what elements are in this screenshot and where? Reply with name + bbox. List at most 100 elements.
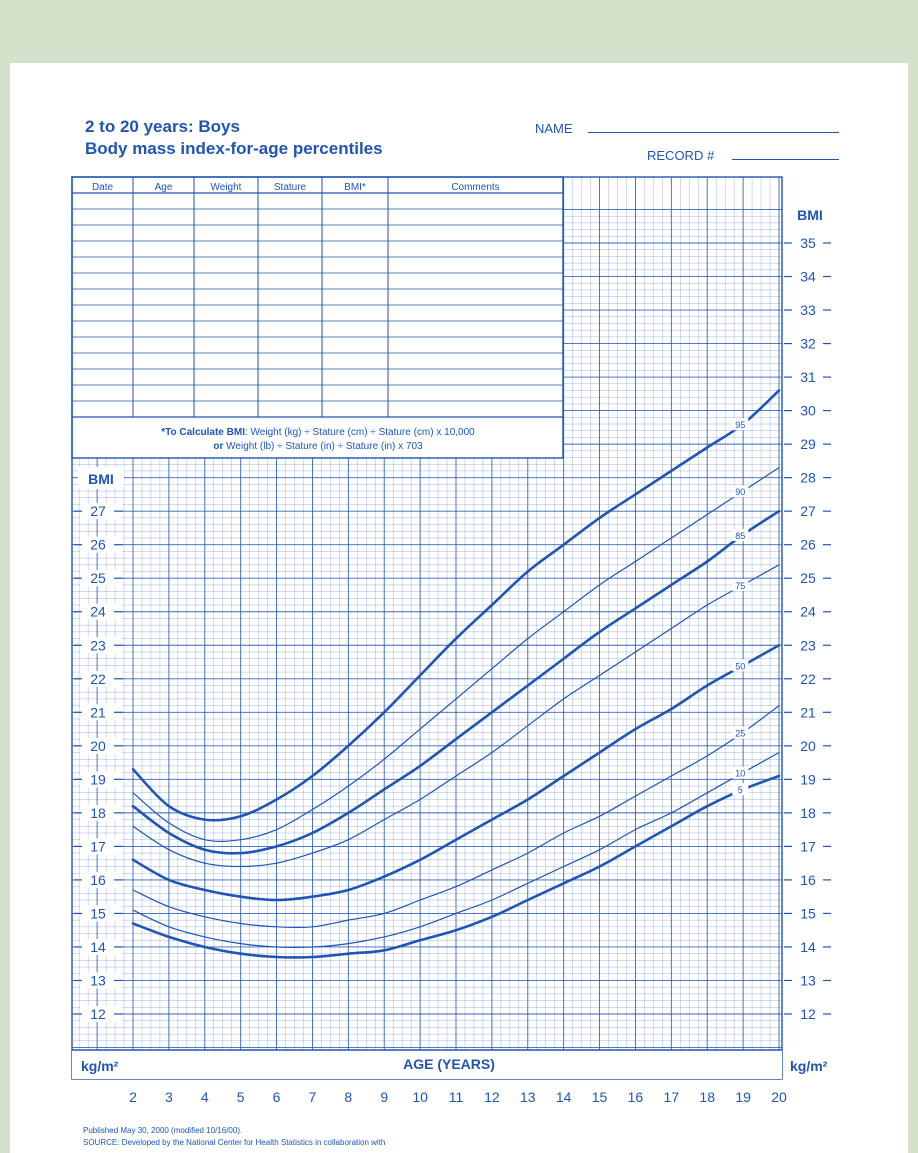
- footer-source: SOURCE: Developed by the National Center…: [83, 1138, 386, 1147]
- record-field-line[interactable]: [732, 159, 839, 160]
- table-col-header: BMI*: [344, 182, 366, 193]
- percentile-label-25: 25: [735, 729, 745, 739]
- percentile-curve-90: [132, 467, 780, 842]
- y-tick-label-left: 18: [90, 805, 106, 821]
- percentile-label-85: 85: [735, 531, 745, 541]
- record-label: RECORD #: [647, 148, 715, 163]
- y-tick-label-right: 22: [800, 671, 816, 687]
- chart-title: 2 to 20 years: Boys: [85, 117, 240, 136]
- y-tick-label-right: 16: [800, 872, 816, 888]
- x-tick-label: 2: [129, 1089, 137, 1105]
- y-tick-label-right: 25: [800, 570, 816, 586]
- y-tick-label-right: 12: [800, 1006, 816, 1022]
- x-tick-label: 12: [484, 1089, 500, 1105]
- x-tick-label: 10: [412, 1089, 428, 1105]
- y-tick-label-right: 35: [800, 235, 816, 251]
- y-tick-label-right: 21: [800, 704, 816, 720]
- x-tick-label: 18: [699, 1089, 715, 1105]
- table-col-header: Comments: [451, 182, 499, 193]
- x-tick-label: 17: [664, 1089, 680, 1105]
- percentile-label-10: 10: [735, 769, 745, 779]
- percentile-curve-10: [132, 751, 780, 948]
- percentile-label-95: 95: [735, 420, 745, 430]
- bmi-formula-line2: or Weight (lb) ÷ Stature (in) ÷ Stature …: [213, 441, 423, 452]
- y-tick-label-right: 15: [800, 905, 816, 921]
- x-tick-label: 11: [449, 1089, 464, 1105]
- percentile-curve-5: [131, 774, 781, 959]
- y-tick-label-right: 32: [800, 336, 816, 352]
- percentile-curve-50: [131, 644, 781, 902]
- y-tick-label-left: 13: [90, 972, 106, 988]
- x-tick-label: 20: [771, 1089, 787, 1105]
- x-tick-label: 13: [520, 1089, 536, 1105]
- y-tick-label-right: 17: [800, 838, 816, 854]
- footer-published: Published May 30, 2000 (modified 10/16/0…: [83, 1126, 243, 1135]
- table-col-header: Date: [92, 182, 114, 193]
- x-tick-label: 5: [237, 1089, 245, 1105]
- percentile-label-50: 50: [735, 661, 745, 671]
- x-axis-title: AGE (YEARS): [403, 1056, 495, 1072]
- y-tick-label-left: 26: [90, 537, 106, 553]
- y-tick-label-left: 19: [90, 771, 106, 787]
- percentile-curve-95: [131, 389, 781, 822]
- y-tick-label-left: 27: [90, 503, 106, 519]
- bmi-formula-line1: *To Calculate BMI: Weight (kg) ÷ Stature…: [161, 427, 475, 438]
- y-tick-label-left: 20: [90, 738, 106, 754]
- x-tick-label: 6: [273, 1089, 281, 1105]
- y-tick-label-right: 29: [800, 436, 816, 452]
- y-tick-label-right: 14: [800, 939, 816, 955]
- y-tick-label-left: 21: [90, 704, 106, 720]
- record-table-header: Date Age Weight Stature BMI* Comments: [92, 182, 500, 193]
- y-tick-label-left: 16: [90, 872, 106, 888]
- table-col-header: Age: [155, 182, 173, 193]
- y-tick-label-left: 15: [90, 905, 106, 921]
- y-tick-label-right: 30: [800, 403, 816, 419]
- y-tick-label-right: 23: [800, 637, 816, 653]
- x-tick-label: 4: [201, 1089, 209, 1105]
- y-tick-label-right: 33: [800, 302, 816, 318]
- left-axis-title: BMI: [78, 467, 124, 489]
- right-axis-title: BMI: [787, 203, 831, 225]
- y-tick-label-left: 23: [90, 637, 106, 653]
- table-col-header: Weight: [211, 182, 242, 193]
- right-axis-label: BMI: [797, 207, 823, 223]
- y-tick-label-right: 20: [800, 738, 816, 754]
- name-label: NAME: [535, 121, 573, 136]
- y-tick-label-left: 17: [90, 838, 106, 854]
- percentile-curve-85: [131, 509, 781, 855]
- y-tick-label-right: 31: [800, 369, 816, 385]
- table-col-header: Stature: [274, 182, 307, 193]
- record-table: [71, 176, 564, 459]
- units-right: kg/m²: [790, 1058, 828, 1074]
- y-tick-label-right: 28: [800, 470, 816, 486]
- percentile-label-5: 5: [738, 785, 743, 795]
- y-tick-label-right: 18: [800, 805, 816, 821]
- chart-subtitle: Body mass index-for-age percentiles: [85, 139, 383, 158]
- left-axis-label: BMI: [88, 471, 114, 487]
- x-tick-label: 9: [380, 1089, 388, 1105]
- y-tick-label-left: 12: [90, 1006, 106, 1022]
- percentile-labels: 95 90 85 75 50 25 10 5: [732, 418, 749, 796]
- x-tick-label: 16: [628, 1089, 644, 1105]
- x-tick-label: 19: [735, 1089, 751, 1105]
- name-field-line[interactable]: [588, 132, 839, 133]
- left-y-axis: 12 13 14 15 16 17 18 19 20 21 22 23 24 25 26 27: [74, 503, 123, 1022]
- x-tick-label: 14: [556, 1089, 572, 1105]
- right-y-axis: 12 13 14 15 16 17 18 19 20 21 22 23 24 25 26 27 28 29 30 31…: [784, 235, 831, 1022]
- x-tick-label: 15: [592, 1089, 608, 1105]
- x-axis-band: [72, 1050, 782, 1079]
- y-tick-label-left: 14: [90, 939, 106, 955]
- y-tick-label-left: 25: [90, 570, 106, 586]
- y-tick-label-right: 26: [800, 537, 816, 553]
- percentile-curve-25: [132, 705, 780, 929]
- percentile-label-90: 90: [735, 487, 745, 497]
- x-tick-label: 7: [309, 1089, 317, 1105]
- y-tick-label-left: 24: [90, 604, 106, 620]
- units-left: kg/m²: [81, 1058, 119, 1074]
- y-tick-label-left: 22: [90, 671, 106, 687]
- percentile-label-75: 75: [735, 581, 745, 591]
- y-tick-label-right: 19: [800, 771, 816, 787]
- y-tick-label-right: 13: [800, 972, 816, 988]
- x-tick-label: 8: [344, 1089, 352, 1105]
